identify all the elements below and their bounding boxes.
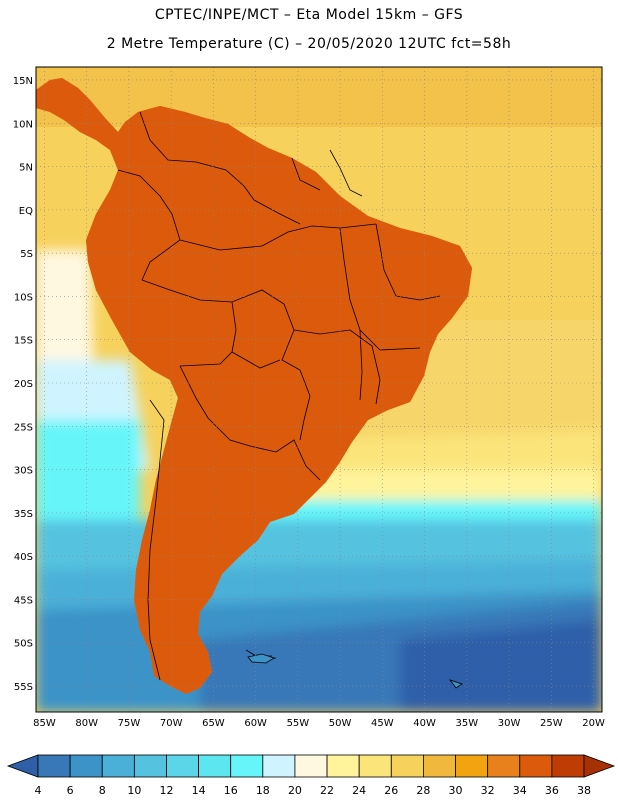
longitude-label: 20W	[582, 718, 605, 729]
longitude-label: 85W	[33, 718, 56, 729]
colorbar-label: 12	[159, 784, 173, 797]
colorbar-label: 34	[513, 784, 527, 797]
sea-field-north	[36, 67, 602, 127]
colorbar-label: 32	[481, 784, 495, 797]
colorbar-label: 4	[35, 784, 42, 797]
colorbar-swatch	[198, 754, 232, 778]
colorbar-label: 36	[545, 784, 559, 797]
longitude-label: 45W	[371, 718, 394, 729]
colorbar-swatch	[358, 754, 392, 778]
colorbar-label: 14	[192, 784, 206, 797]
colorbar-arrow-high	[583, 754, 616, 778]
colorbar-swatch	[133, 754, 167, 778]
latitude-label: 30S	[14, 466, 33, 477]
longitude-label: 65W	[202, 718, 225, 729]
longitude-label: 35W	[456, 718, 479, 729]
colorbar-swatch	[166, 754, 199, 778]
map-frame	[35, 66, 603, 713]
latitude-label: 5N	[19, 163, 33, 174]
colorbar-label: 16	[224, 784, 238, 797]
islands	[247, 653, 463, 689]
longitude-label: 55W	[287, 718, 310, 729]
colorbar-swatch	[390, 754, 424, 778]
latitude-label: 40S	[14, 552, 33, 563]
colorbar-swatch	[101, 754, 135, 778]
colorbar-swatch	[294, 754, 328, 778]
map-subtitle: 2 Metre Temperature (C) – 20/05/2020 12U…	[106, 36, 512, 52]
latitude-label: 15N	[13, 76, 33, 87]
colorbar-label: 8	[99, 784, 106, 797]
colorbar-label: 38	[577, 784, 591, 797]
colorbar-swatch	[262, 754, 296, 778]
colorbar-label: 30	[449, 784, 463, 797]
colorbar-label: 10	[127, 784, 141, 797]
colorbar-label: 26	[384, 784, 398, 797]
colorbar-label: 20	[288, 784, 302, 797]
latitude-label: 45S	[14, 595, 33, 606]
colorbar-label: 6	[67, 784, 74, 797]
colorbar-swatch	[551, 754, 585, 778]
colorbar-label: 28	[416, 784, 430, 797]
colorbar-swatch	[487, 754, 521, 778]
colorbar-swatch	[69, 754, 103, 778]
longitude-label: 60W	[244, 718, 267, 729]
longitude-label: 75W	[118, 718, 141, 729]
temperature-colorbar: 4 6 8 10 12 14 16 18 20 22 24 26 28 30 32 34 36 38	[6, 754, 616, 797]
latitude-label: 5S	[20, 249, 33, 260]
colorbar-label: 24	[352, 784, 366, 797]
latitude-label: EQ	[19, 206, 33, 217]
colorbar-swatch	[37, 754, 71, 778]
longitude-label: 80W	[75, 718, 98, 729]
latitude-label: 20S	[14, 379, 33, 390]
latitude-label: 55S	[14, 682, 33, 693]
colorbar-swatch	[519, 754, 553, 778]
colorbar-swatch	[455, 754, 489, 778]
longitude-label: 30W	[498, 718, 521, 729]
colorbar-label: 18	[256, 784, 270, 797]
latitude-label: 10S	[14, 292, 33, 303]
longitude-label: 25W	[540, 718, 563, 729]
map-title: CPTEC/INPE/MCT – Eta Model 15km – GFS	[154, 7, 464, 23]
latitude-label: 25S	[14, 422, 33, 433]
colorbar-swatch	[423, 754, 456, 778]
longitude-label: 40W	[413, 718, 436, 729]
latitude-label: 50S	[14, 639, 33, 650]
colorbar-swatch	[230, 754, 264, 778]
latitude-label: 10N	[13, 119, 33, 130]
colorbar-label: 22	[320, 784, 334, 797]
colorbar-swatch	[326, 754, 360, 778]
latitude-label: 15S	[14, 336, 33, 347]
latitude-label: 35S	[14, 509, 33, 520]
longitude-label: 70W	[160, 718, 183, 729]
longitude-label: 50W	[329, 718, 352, 729]
colorbar-arrow-low	[6, 754, 39, 778]
